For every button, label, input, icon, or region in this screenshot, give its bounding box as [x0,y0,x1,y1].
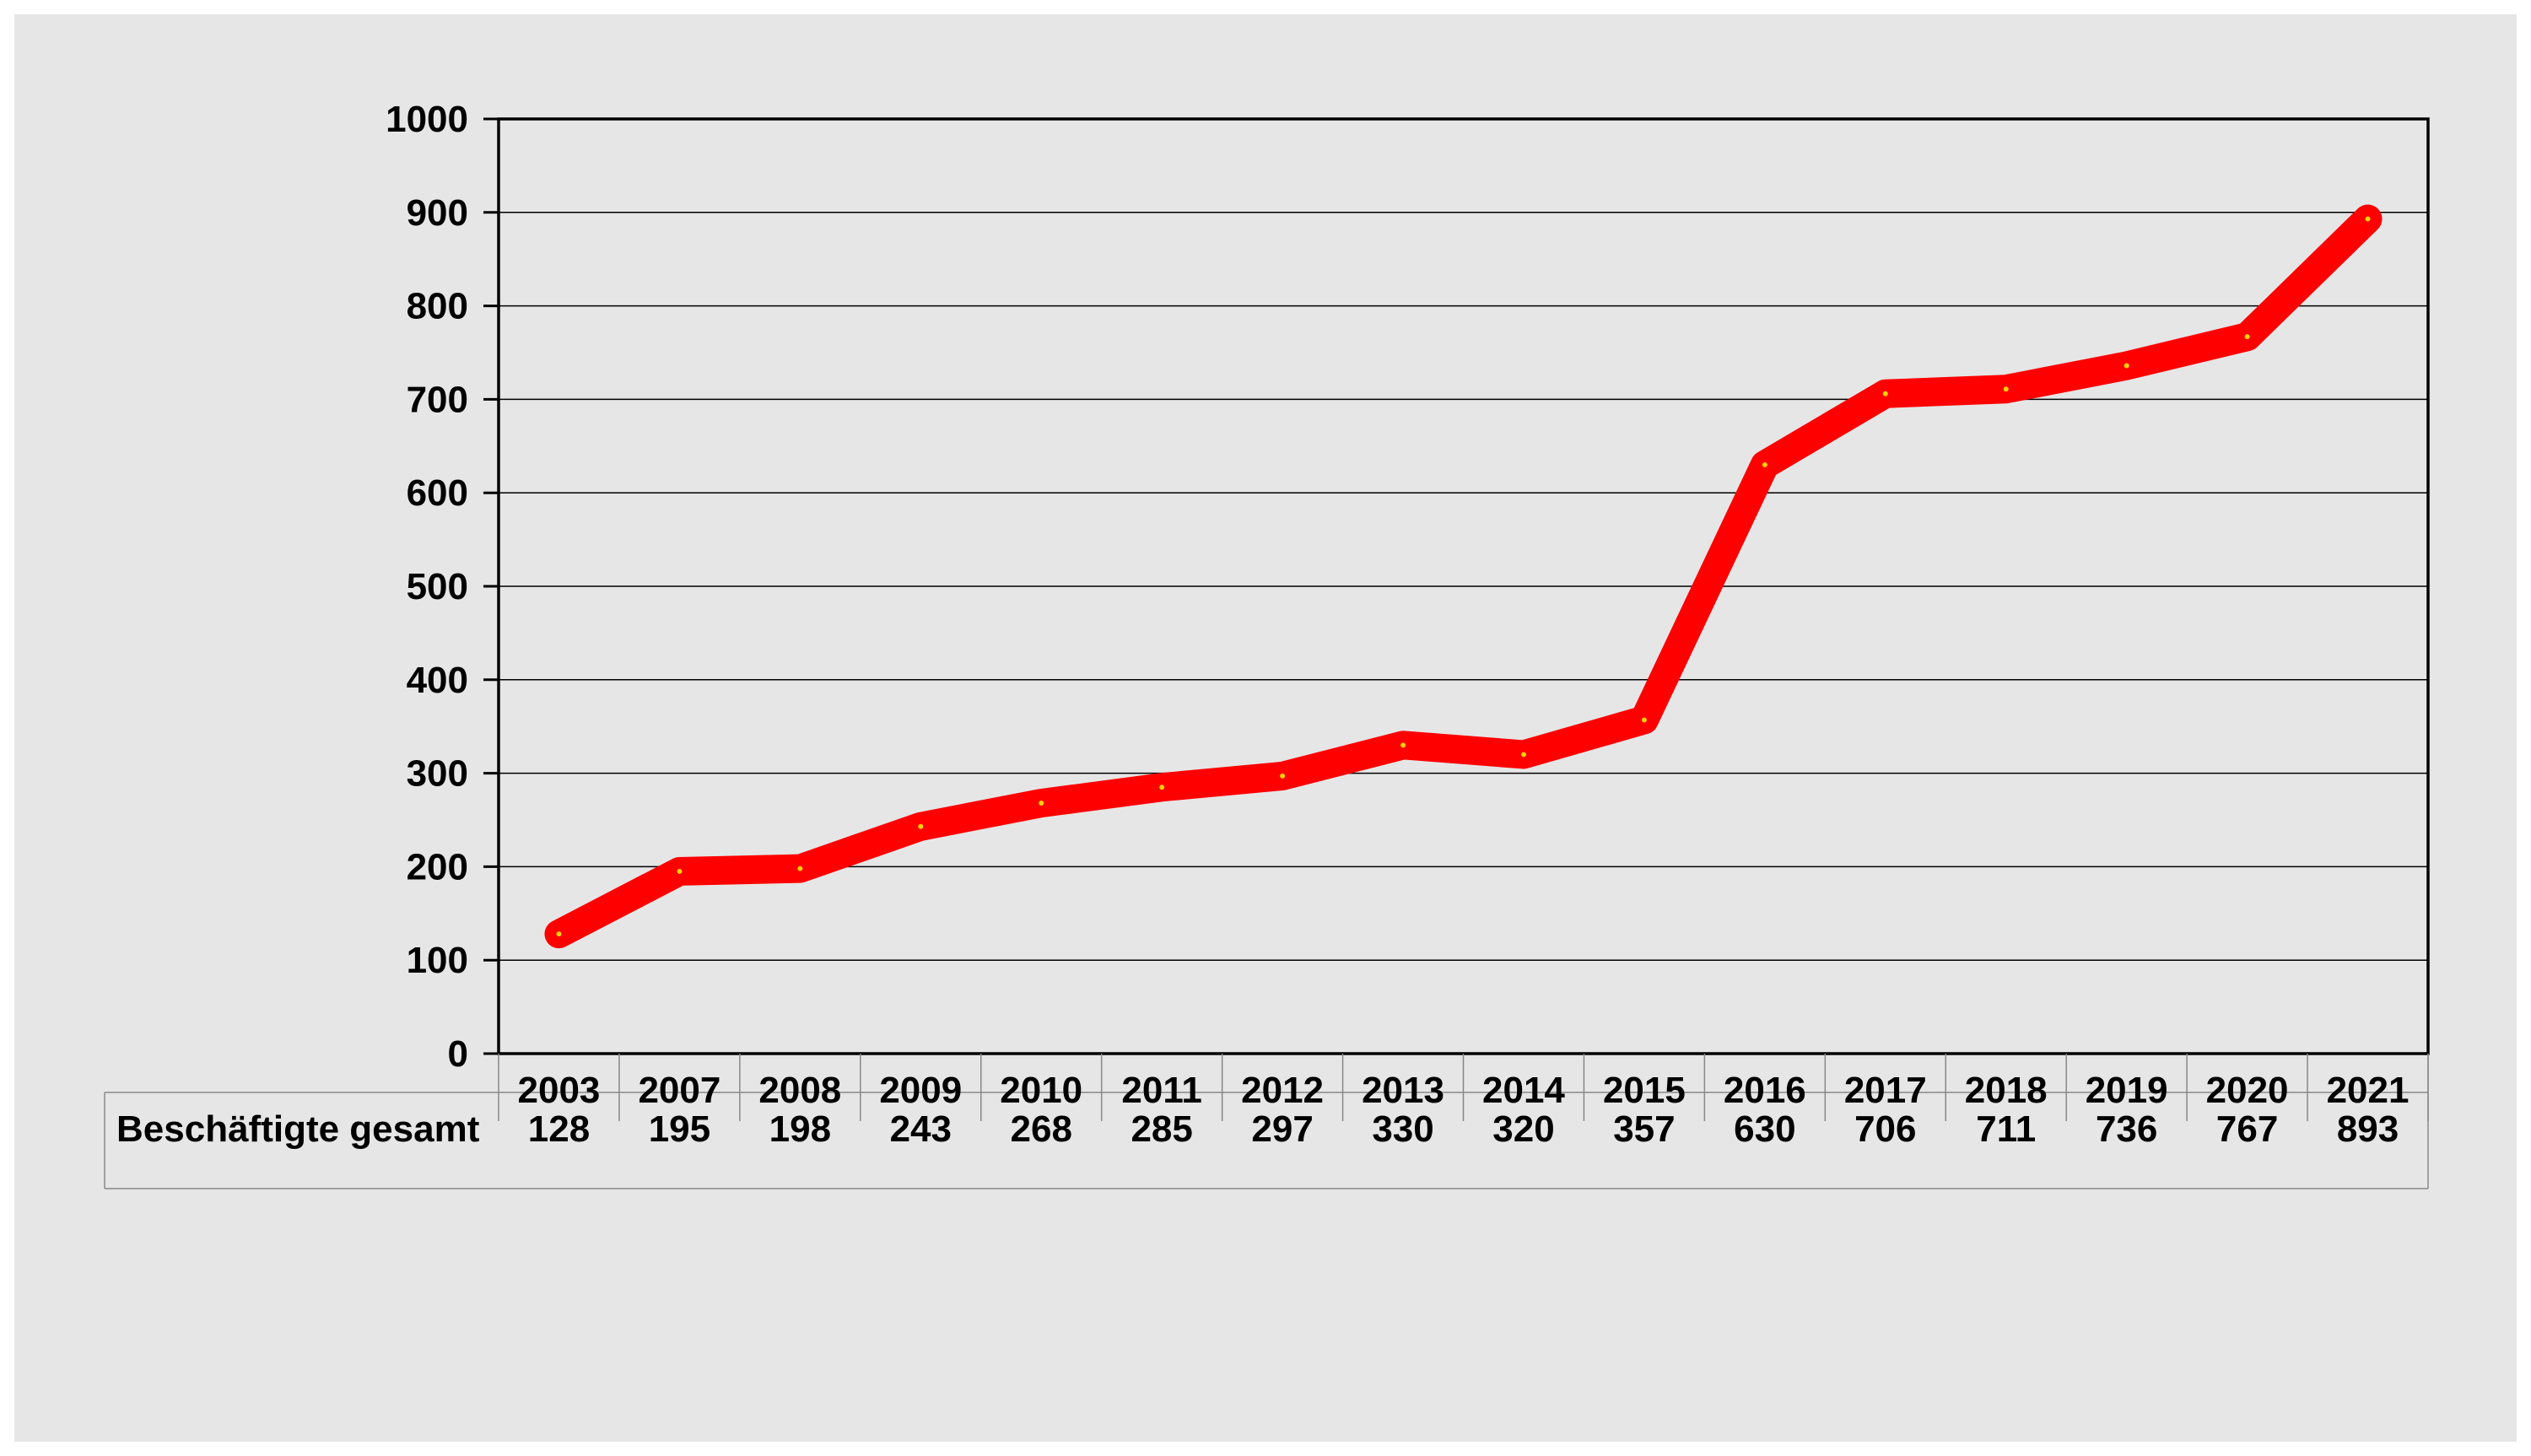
data-point [1520,752,1526,758]
x-tick-label: 2008 [758,1070,841,1111]
data-point [677,868,683,874]
data-table-value: 893 [2337,1108,2399,1150]
data-table-value: 767 [2216,1108,2278,1150]
y-tick-label: 200 [407,846,468,887]
data-table-value: 198 [769,1108,831,1150]
x-tick-label: 2017 [1844,1070,1927,1111]
data-table-value: 706 [1854,1108,1916,1150]
x-tick-label: 2011 [1121,1070,1201,1111]
data-point [2365,216,2371,222]
data-table-value: 330 [1372,1108,1433,1150]
x-tick-label: 2019 [2086,1070,2168,1111]
data-point [1641,717,1647,723]
data-point [1280,773,1286,779]
y-tick-label: 100 [407,940,468,981]
chart-background [14,14,2517,1442]
y-tick-label: 400 [407,660,468,701]
data-table-value: 243 [890,1108,952,1150]
series-name-label: Beschäftigte gesamt [116,1108,480,1150]
y-tick-label: 700 [407,379,468,420]
y-tick-label: 800 [407,286,468,327]
x-tick-label: 2015 [1603,1070,1686,1111]
y-tick-label: 500 [407,566,468,607]
y-tick-label: 1000 [386,99,468,140]
data-table-value: 285 [1131,1108,1192,1150]
data-table-value: 630 [1734,1108,1795,1150]
x-tick-label: 2014 [1482,1070,1565,1111]
x-tick-label: 2009 [879,1070,962,1111]
data-point [1762,461,1767,467]
data-table-value: 357 [1613,1108,1675,1150]
x-tick-label: 2013 [1362,1070,1444,1111]
data-table-value: 320 [1492,1108,1554,1150]
y-tick-label: 300 [407,753,468,795]
y-tick-label: 600 [407,472,468,514]
series-line [544,204,2383,949]
x-tick-label: 2012 [1241,1070,1324,1111]
data-point [2124,363,2129,369]
x-tick-label: 2021 [2327,1070,2410,1111]
data-point [1159,785,1165,790]
data-table: 2003 2007 2008 2009 2010 2011 2012 2013 2014 2015… [104,1054,2429,1189]
x-tick-label: 2018 [1965,1070,2048,1111]
data-point [1882,391,1888,396]
x-tick-label: 2007 [638,1070,720,1111]
data-table-value: 297 [1251,1108,1313,1150]
data-table-value: 711 [1976,1108,2036,1150]
x-tick-label: 2003 [518,1070,601,1111]
data-table-value: 128 [528,1108,590,1150]
data-point [797,866,803,871]
x-tick-label: 2016 [1724,1070,1806,1111]
x-tick-label: 2010 [1000,1070,1082,1111]
x-tick-label: 2020 [2206,1070,2289,1111]
data-point [1400,742,1406,748]
data-table-value: 268 [1011,1108,1072,1150]
gridlines [499,118,2428,961]
data-table-value: 195 [649,1108,710,1150]
data-point [2244,334,2250,340]
y-tick-label: 0 [448,1033,468,1075]
data-table-value: 736 [2096,1108,2157,1150]
data-point [556,931,562,937]
data-point [2003,386,2009,392]
data-point [918,823,924,829]
data-point [1039,801,1044,806]
series-lines [544,204,2383,949]
y-tick-label: 900 [407,192,468,234]
